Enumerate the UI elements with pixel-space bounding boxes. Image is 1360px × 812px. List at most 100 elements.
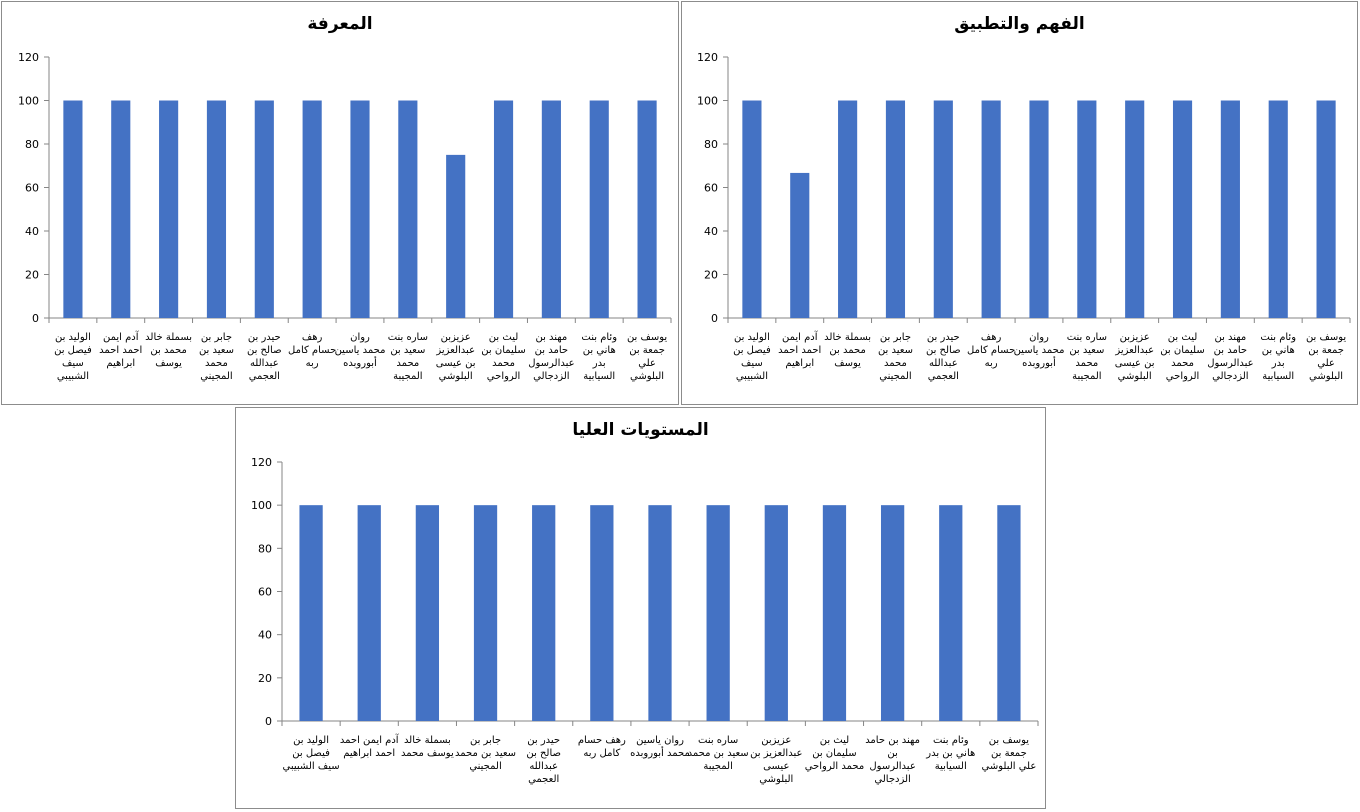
category-label: ليث بن سليمان بن محمد الرواحي [805, 735, 865, 772]
category-label-line: احمد احمد [778, 345, 821, 356]
bar [1077, 100, 1097, 318]
y-tick-label: 60 [704, 182, 718, 195]
category-label-line: كامل ربه [583, 748, 620, 759]
category-label-line: جابر بن [470, 735, 501, 746]
category-label-line: الرواحي [1166, 371, 1199, 382]
category-label-line: هاني بن [583, 345, 616, 356]
y-tick-label: 40 [704, 225, 718, 238]
bar-chart-higher-levels: 0 20 40 60 80 100 120 الوليد بن فيصل بن سيف الشبي… [251, 456, 1039, 785]
category-label-line: العجمي [249, 371, 280, 382]
category-label-line: عبدالعزيز [435, 345, 475, 356]
category-label: ساره بنت سعيد بن محمد المجيبة [1067, 332, 1107, 382]
category-label-line: محمد ياسين [335, 345, 386, 356]
bar [589, 100, 609, 318]
chart-title: الفهم والتطبيق [954, 14, 1085, 34]
category-label: آدم ايمن احمد احمد ابراهيم [778, 330, 821, 369]
y-tick-label: 60 [258, 586, 272, 599]
bar [706, 505, 730, 721]
category-label-line: فيصل بن [733, 345, 771, 356]
bar [206, 100, 227, 318]
category-label-line: عبدالرسول [528, 358, 574, 369]
category-label-line: روان [350, 332, 370, 343]
category-label: عزيزبن عبدالعزيز بن عيسى البلوشي [435, 332, 475, 382]
category-label-line: ليث بن [820, 735, 849, 746]
category-label-line: يوسف بن [989, 735, 1029, 746]
category-label-line: الزدجالي [874, 774, 910, 785]
category-label-line: محمد [1171, 358, 1194, 369]
category-label-line: بدر [1271, 358, 1285, 369]
chart-panel-higher-levels: المستويات العليا 0 20 40 60 80 100 120 الوليد ب… [235, 407, 1046, 809]
category-label: رهف حسام كامل ربه [288, 332, 336, 369]
category-label-line: حسام كامل [288, 345, 336, 356]
category-label-line: هاني بن [1262, 345, 1295, 356]
category-label-line: ربه [985, 358, 998, 369]
category-label: روان ياسين محمد أبوروبده [630, 735, 690, 759]
category-label-line: الشبيبي [57, 371, 89, 382]
category-label-line: جمعة بن [629, 345, 665, 356]
y-tick-label: 40 [258, 629, 272, 642]
bar [742, 100, 762, 318]
y-tick-label: 100 [697, 95, 718, 108]
category-label: روان محمد ياسين أبوروبده [335, 332, 386, 369]
category-label-line: المجيبة [703, 761, 732, 772]
category-label: ساره بنت سعيد بن محمد المجيبة [688, 735, 749, 772]
category-label-line: العجمي [528, 774, 559, 785]
y-tick-label: 120 [697, 51, 718, 64]
category-label-line: آدم ايمن [103, 330, 140, 343]
category-label: جابر بن سعيد بن محمد المجيني [878, 332, 913, 382]
category-label-line: محمد ياسين [1014, 345, 1065, 356]
category-label-line: عبدالله [529, 761, 558, 772]
category-label-line: هاني بن بدر [925, 748, 975, 759]
category-label-line: البلوشي [630, 371, 664, 382]
chart-panel-knowledge: المعرفة 0 20 40 60 80 100 120 الوليد بن فيصل بن س… [1, 1, 679, 405]
category-label-line: الوليد بن [293, 735, 329, 746]
category-label-line: البلوشي [439, 371, 473, 382]
category-label-line: بسملة خالد [145, 332, 192, 343]
category-label-line: محمد بن [829, 345, 865, 356]
category-label-line: بن عيسى [1115, 358, 1155, 369]
category-label-line: حيدر بن [527, 735, 560, 746]
category-label: بسملة خالد محمد بن يوسف [145, 332, 192, 369]
bar [350, 100, 370, 318]
category-label-line: يوسف بن [627, 332, 667, 343]
category-label-line: السيابية [1262, 371, 1294, 382]
bar [1268, 100, 1288, 318]
bar [398, 100, 418, 318]
bar [933, 100, 953, 318]
category-label-line: صالح بن [526, 748, 561, 759]
category-label-line: علي [638, 358, 656, 369]
category-label-line: احمد احمد [99, 345, 142, 356]
category-label-line: البلوشي [1118, 371, 1152, 382]
category-label: حيدر بن صالح بن عبدالله العجمي [526, 735, 561, 785]
category-label-line: عزيزبن [1120, 332, 1150, 343]
bar [648, 505, 672, 721]
y-tick-label: 80 [25, 138, 39, 151]
category-label-line: سعيد بن محمد [688, 748, 749, 759]
category-label: مهند بن حامد بن عبدالرسول الزدجالي [865, 735, 920, 785]
category-label-line: الوليد بن [55, 332, 91, 343]
category-label-line: سيف [741, 358, 763, 369]
category-label: حيدر بن صالح بن عبدالله العجمي [926, 332, 961, 382]
category-label-line: سليمان بن [1160, 345, 1204, 356]
bar [1125, 100, 1145, 318]
bar [790, 172, 810, 318]
category-label-line: محمد [205, 358, 228, 369]
category-label: رهف حسام كامل ربه [967, 332, 1015, 369]
bar [254, 100, 274, 318]
category-label-line: بسملة خالد [824, 332, 871, 343]
category-label: رهف حسام كامل ربه [578, 735, 626, 759]
bar [1029, 100, 1049, 318]
category-label-line: بدر [592, 358, 606, 369]
y-tick-label: 0 [265, 715, 272, 728]
category-label-line: وئام بنت [581, 332, 617, 343]
category-label-line: محمد بن [150, 345, 186, 356]
category-label: وئام بنت هاني بن بدر السيابية [925, 735, 975, 772]
y-tick-label: 120 [18, 51, 39, 64]
category-label-line: عزيزبن [761, 735, 791, 746]
category-label-line: عبدالله [929, 358, 958, 369]
category-label-line: حيدر بن [927, 332, 960, 343]
category-label-line: المجيبة [393, 371, 422, 382]
category-label-line: الزدجالي [1212, 371, 1248, 382]
y-tick-label: 80 [258, 542, 272, 555]
category-label-line: بن [887, 748, 897, 759]
